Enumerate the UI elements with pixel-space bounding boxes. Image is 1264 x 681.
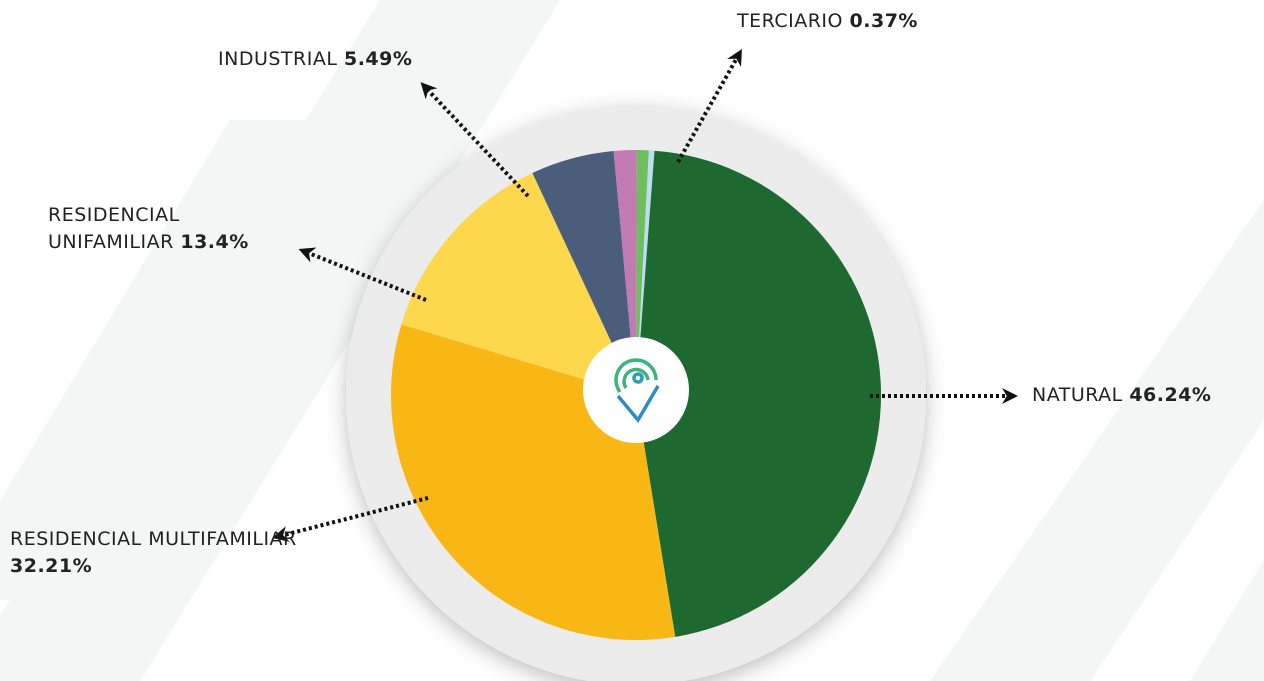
value-label: 0.37%	[849, 10, 918, 32]
value-label: 32.21%	[10, 555, 93, 577]
pie-slice	[613, 150, 637, 395]
category-name: TERCIARIO	[737, 10, 843, 32]
category-name: RESIDENCIAL UNIFAMILIAR	[48, 204, 180, 253]
pie-slice	[532, 151, 636, 395]
category-name: INDUSTRIAL	[218, 48, 338, 70]
value-label: 5.49%	[343, 48, 413, 70]
value-label: 46.24%	[1129, 384, 1212, 406]
slices	[391, 150, 881, 640]
pie-slice	[401, 172, 636, 395]
category-name: RESIDENCIAL MULTIFAMILIAR	[10, 528, 297, 550]
arrow	[272, 496, 429, 542]
arrow	[420, 82, 530, 198]
pie-slice	[636, 150, 881, 637]
leader-arrows	[272, 49, 1018, 542]
pie-slice	[636, 150, 649, 395]
logo	[614, 358, 660, 424]
arrow	[676, 49, 742, 163]
slice-label: RESIDENCIAL UNIFAMILIAR 13.4%	[48, 202, 308, 256]
slice-label: RESIDENCIAL MULTIFAMILIAR 32.21%	[10, 526, 310, 580]
value-label: 13.4%	[180, 231, 249, 253]
slice-label: TERCIARIO 0.37%	[737, 8, 918, 35]
center-circle	[583, 337, 689, 443]
category-name: NATURAL	[1032, 384, 1123, 406]
pie-slice	[636, 150, 655, 395]
slice-label: NATURAL 46.24%	[1032, 382, 1211, 409]
slice-label: INDUSTRIAL 5.49%	[218, 46, 412, 73]
